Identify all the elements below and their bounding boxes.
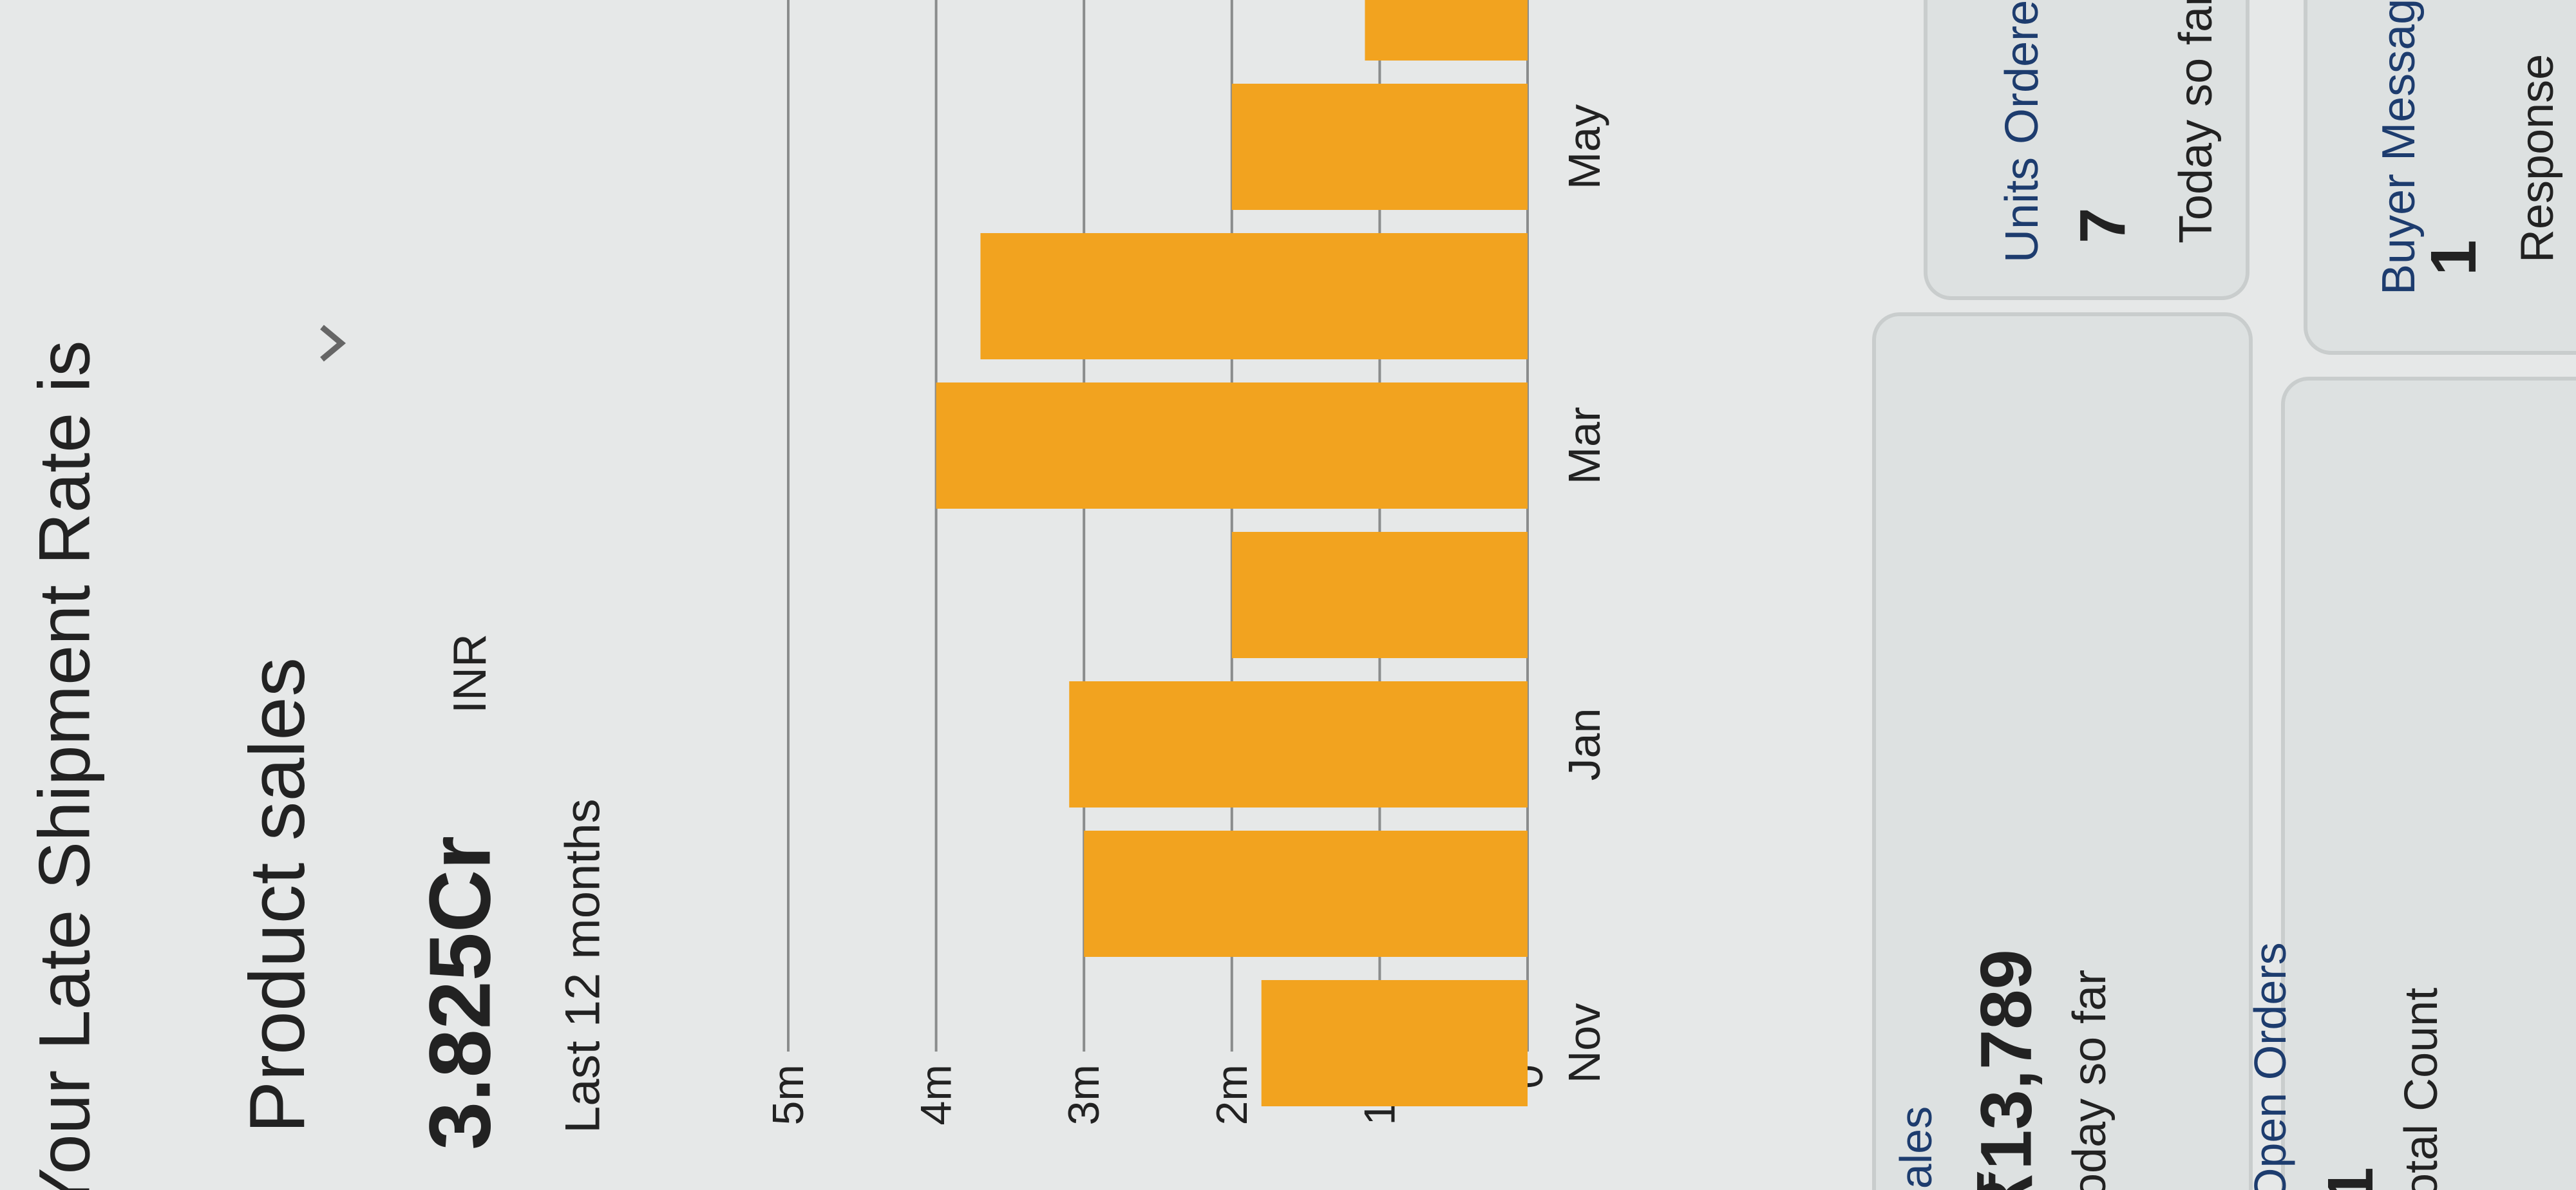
x-tick-label: May — [1559, 104, 1609, 189]
rotated-content: Your Late Shipment Rate is Product sales… — [24, 0, 2576, 1190]
chevron[interactable] — [320, 325, 346, 362]
card[interactable] — [1872, 312, 2253, 1190]
total: 3.825Cr — [412, 836, 509, 1150]
bar — [1069, 681, 1528, 808]
bar — [980, 233, 1528, 359]
card-title: Sales — [1891, 1106, 1941, 1190]
x-tick-label: Mar — [1559, 407, 1609, 485]
card-caption: Total Count — [2396, 988, 2447, 1190]
x-tick-label: Jan — [1559, 708, 1609, 781]
card[interactable] — [2304, 0, 2576, 355]
y-tick-label: 5m — [764, 1064, 813, 1125]
card-value: 7 — [2067, 207, 2139, 243]
chart: 01m2m3m4m5mNovJanMarMay — [764, 0, 1609, 1125]
bar — [1261, 980, 1528, 1106]
card-value: 1 — [2418, 240, 2490, 276]
period: Last 12 months — [556, 798, 611, 1133]
bar — [1231, 532, 1528, 658]
card-caption: Response — [2512, 54, 2563, 263]
bar — [1365, 0, 1528, 61]
card[interactable] — [2281, 377, 2576, 1190]
x-tick-label: Nov — [1559, 1003, 1609, 1083]
card-title: Open Orders — [2245, 942, 2295, 1190]
y-tick-label: 3m — [1059, 1064, 1108, 1125]
card-value: 1 — [2315, 1167, 2387, 1190]
y-tick-label: 4m — [912, 1064, 961, 1125]
card-caption: Today so far — [2170, 0, 2222, 243]
chart-title[interactable]: Product sales — [233, 657, 321, 1133]
bar — [1231, 84, 1528, 210]
bar — [936, 382, 1528, 509]
y-tick-label: 2m — [1208, 1064, 1256, 1125]
card-caption: Today so far — [2064, 970, 2116, 1190]
notice: Your Late Shipment Rate is — [24, 341, 105, 1190]
card[interactable] — [1924, 0, 2249, 300]
card-title: Buyer Messages — [2373, 0, 2425, 295]
card-title: Units Ordered — [1996, 0, 2048, 263]
card-value: ₹13,789 — [1966, 949, 2047, 1190]
bar — [1084, 831, 1528, 957]
currency: INR — [444, 634, 496, 713]
